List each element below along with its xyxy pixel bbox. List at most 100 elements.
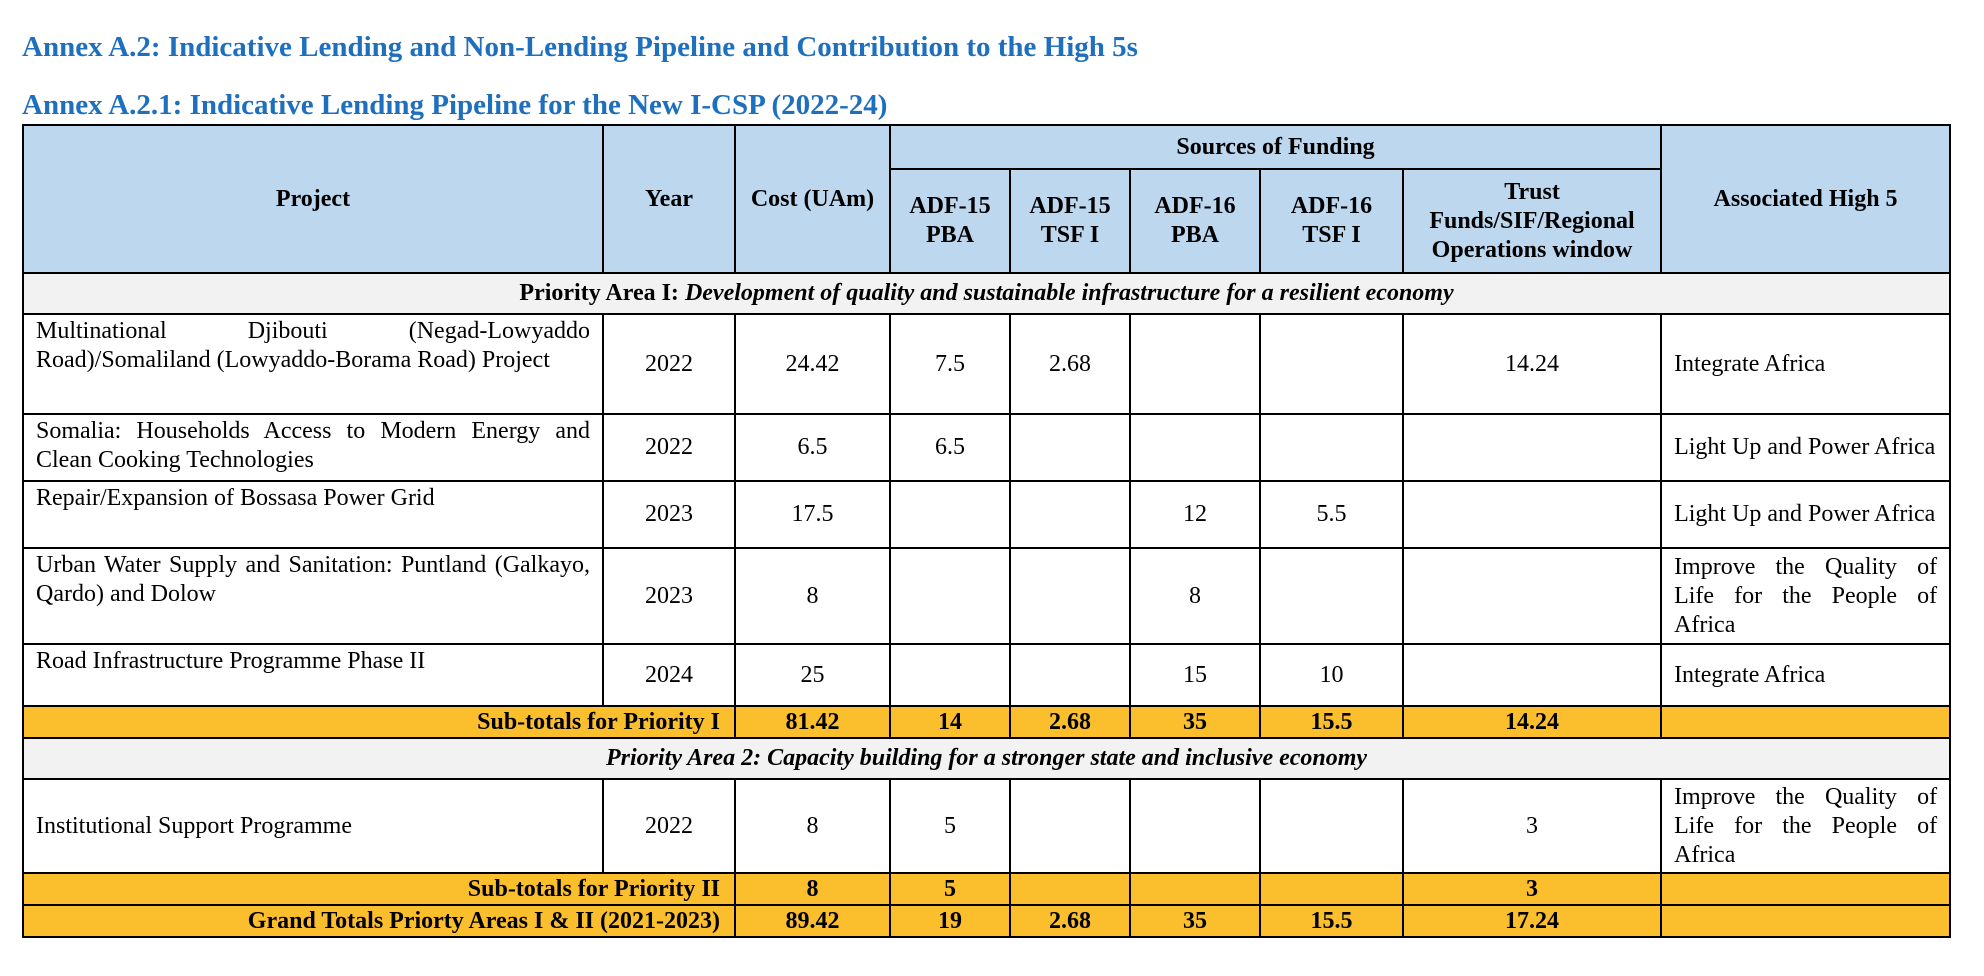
adf15-pba-cell bbox=[889, 643, 1011, 707]
table-row: Repair/Expansion of Bossasa Power Grid 2… bbox=[22, 480, 1952, 549]
priority-area-2-title: Priority Area 2: Capacity building for a… bbox=[21, 737, 1952, 780]
adf16-pba-cell: 15 bbox=[1129, 643, 1261, 707]
year-cell: 2022 bbox=[602, 413, 736, 482]
high5-cell: Light Up and Power Africa bbox=[1660, 413, 1952, 482]
trust-cell bbox=[1401, 547, 1663, 645]
cost-cell: 8 bbox=[734, 547, 891, 645]
trust-cell: 14.24 bbox=[1401, 313, 1663, 415]
adf15-tsf-cell bbox=[1009, 778, 1131, 874]
subtotal-cost: 8 bbox=[734, 872, 891, 906]
trust-cell bbox=[1401, 413, 1663, 482]
adf15-tsf-cell bbox=[1009, 643, 1131, 707]
grand-total-row: Grand Totals Priorty Areas I & II (2021-… bbox=[22, 904, 1952, 938]
cost-cell: 8 bbox=[734, 778, 891, 874]
header-adf16-pba: ADF-16 PBA bbox=[1129, 168, 1261, 274]
year-cell: 2024 bbox=[602, 643, 736, 707]
priority-area-2-prefix: Priority Area 2 bbox=[605, 745, 754, 771]
trust-cell: 3 bbox=[1401, 778, 1663, 874]
header-project: Project bbox=[22, 124, 604, 274]
adf15-tsf-cell: 2.68 bbox=[1009, 313, 1131, 415]
year-cell: 2023 bbox=[602, 480, 736, 549]
subtotal-trust: 14.24 bbox=[1401, 705, 1663, 739]
project-cell: Institutional Support Programme bbox=[22, 778, 604, 874]
project-cell: Repair/Expansion of Bossasa Power Grid bbox=[22, 480, 604, 549]
project-cell: Multinational Djibouti (Negad-Lowyaddo R… bbox=[22, 313, 604, 415]
adf16-tsf-cell bbox=[1259, 778, 1404, 874]
table-row: Institutional Support Programme 2022 8 5… bbox=[22, 778, 1952, 874]
table-row: Somalia: Households Access to Modern Ene… bbox=[22, 413, 1952, 482]
priority-area-1-prefix: Priority Area I: bbox=[519, 280, 685, 306]
adf15-tsf-cell bbox=[1009, 413, 1131, 482]
header-adf15-pba: ADF-15 PBA bbox=[889, 168, 1011, 274]
cost-cell: 17.5 bbox=[734, 480, 891, 549]
adf16-tsf-cell bbox=[1259, 313, 1404, 415]
cost-cell: 25 bbox=[734, 643, 891, 707]
adf16-pba-cell bbox=[1129, 313, 1261, 415]
subtotal-adf16-pba bbox=[1129, 872, 1261, 906]
grand-total-adf16-pba: 35 bbox=[1129, 904, 1261, 938]
year-cell: 2023 bbox=[602, 547, 736, 645]
lending-pipeline-table: Project Year Cost (UAm) Sources of Fundi… bbox=[21, 124, 1952, 938]
adf15-pba-cell bbox=[889, 480, 1011, 549]
subtotal-label: Sub-totals for Priority II bbox=[22, 872, 736, 906]
subtotal-label: Sub-totals for Priority I bbox=[22, 705, 736, 739]
adf16-tsf-cell bbox=[1259, 413, 1404, 482]
adf15-tsf-cell bbox=[1009, 547, 1131, 645]
grand-total-high5 bbox=[1660, 904, 1952, 938]
high5-cell: Integrate Africa bbox=[1660, 313, 1952, 415]
subtotal-adf15-tsf: 2.68 bbox=[1009, 705, 1131, 739]
grand-total-label: Grand Totals Priorty Areas I & II (2021-… bbox=[22, 904, 736, 938]
adf16-tsf-cell bbox=[1259, 547, 1404, 645]
pipeline-table-wrapper: Project Year Cost (UAm) Sources of Fundi… bbox=[21, 124, 1952, 938]
adf16-pba-cell: 8 bbox=[1129, 547, 1261, 645]
table-row: Road Infrastructure Programme Phase II 2… bbox=[22, 643, 1952, 707]
high5-cell: Integrate Africa bbox=[1660, 643, 1952, 707]
priority-area-1-row: Priority Area I: Development of quality … bbox=[21, 272, 1952, 315]
adf15-pba-cell: 6.5 bbox=[889, 413, 1011, 482]
trust-cell bbox=[1401, 643, 1663, 707]
adf16-tsf-cell: 5.5 bbox=[1259, 480, 1404, 549]
adf15-tsf-cell bbox=[1009, 480, 1131, 549]
subtotal-cost: 81.42 bbox=[734, 705, 891, 739]
annex-heading: Annex A.2: Indicative Lending and Non-Le… bbox=[22, 31, 1138, 63]
subtotal-adf15-pba: 5 bbox=[889, 872, 1011, 906]
subtotal-priority-1-row: Sub-totals for Priority I 81.42 14 2.68 … bbox=[22, 705, 1952, 739]
subtotal-adf15-tsf bbox=[1009, 872, 1131, 906]
header-adf16-tsf: ADF-16 TSF I bbox=[1259, 168, 1404, 274]
header-trust-funds: Trust Funds/SIF/Regional Operations wind… bbox=[1401, 168, 1663, 274]
subtotal-high5 bbox=[1660, 872, 1952, 906]
priority-area-2-row: Priority Area 2: Capacity building for a… bbox=[21, 737, 1952, 780]
subtotal-high5 bbox=[1660, 705, 1952, 739]
cost-cell: 6.5 bbox=[734, 413, 891, 482]
subtotal-adf16-tsf bbox=[1259, 872, 1404, 906]
sub-annex-heading: Annex A.2.1: Indicative Lending Pipeline… bbox=[22, 89, 888, 121]
adf15-pba-cell: 5 bbox=[889, 778, 1011, 874]
priority-area-1-description: Development of quality and sustainable i… bbox=[684, 280, 1454, 306]
grand-total-adf15-tsf: 2.68 bbox=[1009, 904, 1131, 938]
priority-area-2-description: : Capacity building for a stronger state… bbox=[753, 745, 1368, 771]
grand-total-adf15-pba: 19 bbox=[889, 904, 1011, 938]
subtotal-adf16-pba: 35 bbox=[1129, 705, 1261, 739]
table-row: Multinational Djibouti (Negad-Lowyaddo R… bbox=[22, 313, 1952, 415]
high5-cell: Improve the Quality of Life for the Peop… bbox=[1660, 778, 1952, 874]
header-sources-of-funding: Sources of Funding bbox=[888, 124, 1663, 170]
adf15-pba-cell bbox=[889, 547, 1011, 645]
subtotal-trust: 3 bbox=[1401, 872, 1663, 906]
cost-cell: 24.42 bbox=[734, 313, 891, 415]
adf16-pba-cell bbox=[1129, 778, 1261, 874]
year-cell: 2022 bbox=[602, 313, 736, 415]
year-cell: 2022 bbox=[602, 778, 736, 874]
adf16-pba-cell: 12 bbox=[1129, 480, 1261, 549]
adf16-pba-cell bbox=[1129, 413, 1261, 482]
adf16-tsf-cell: 10 bbox=[1259, 643, 1404, 707]
header-cost: Cost (UAm) bbox=[734, 124, 891, 274]
table-row: Urban Water Supply and Sanitation: Puntl… bbox=[22, 547, 1952, 645]
adf15-pba-cell: 7.5 bbox=[889, 313, 1011, 415]
header-year: Year bbox=[602, 124, 736, 274]
high5-cell: Improve the Quality of Life for the Peop… bbox=[1660, 547, 1952, 645]
high5-cell: Light Up and Power Africa bbox=[1660, 480, 1952, 549]
subtotal-adf15-pba: 14 bbox=[889, 705, 1011, 739]
subtotal-adf16-tsf: 15.5 bbox=[1259, 705, 1404, 739]
priority-area-1-title: Priority Area I: Development of quality … bbox=[21, 272, 1952, 315]
header-associated-high5: Associated High 5 bbox=[1660, 124, 1952, 274]
